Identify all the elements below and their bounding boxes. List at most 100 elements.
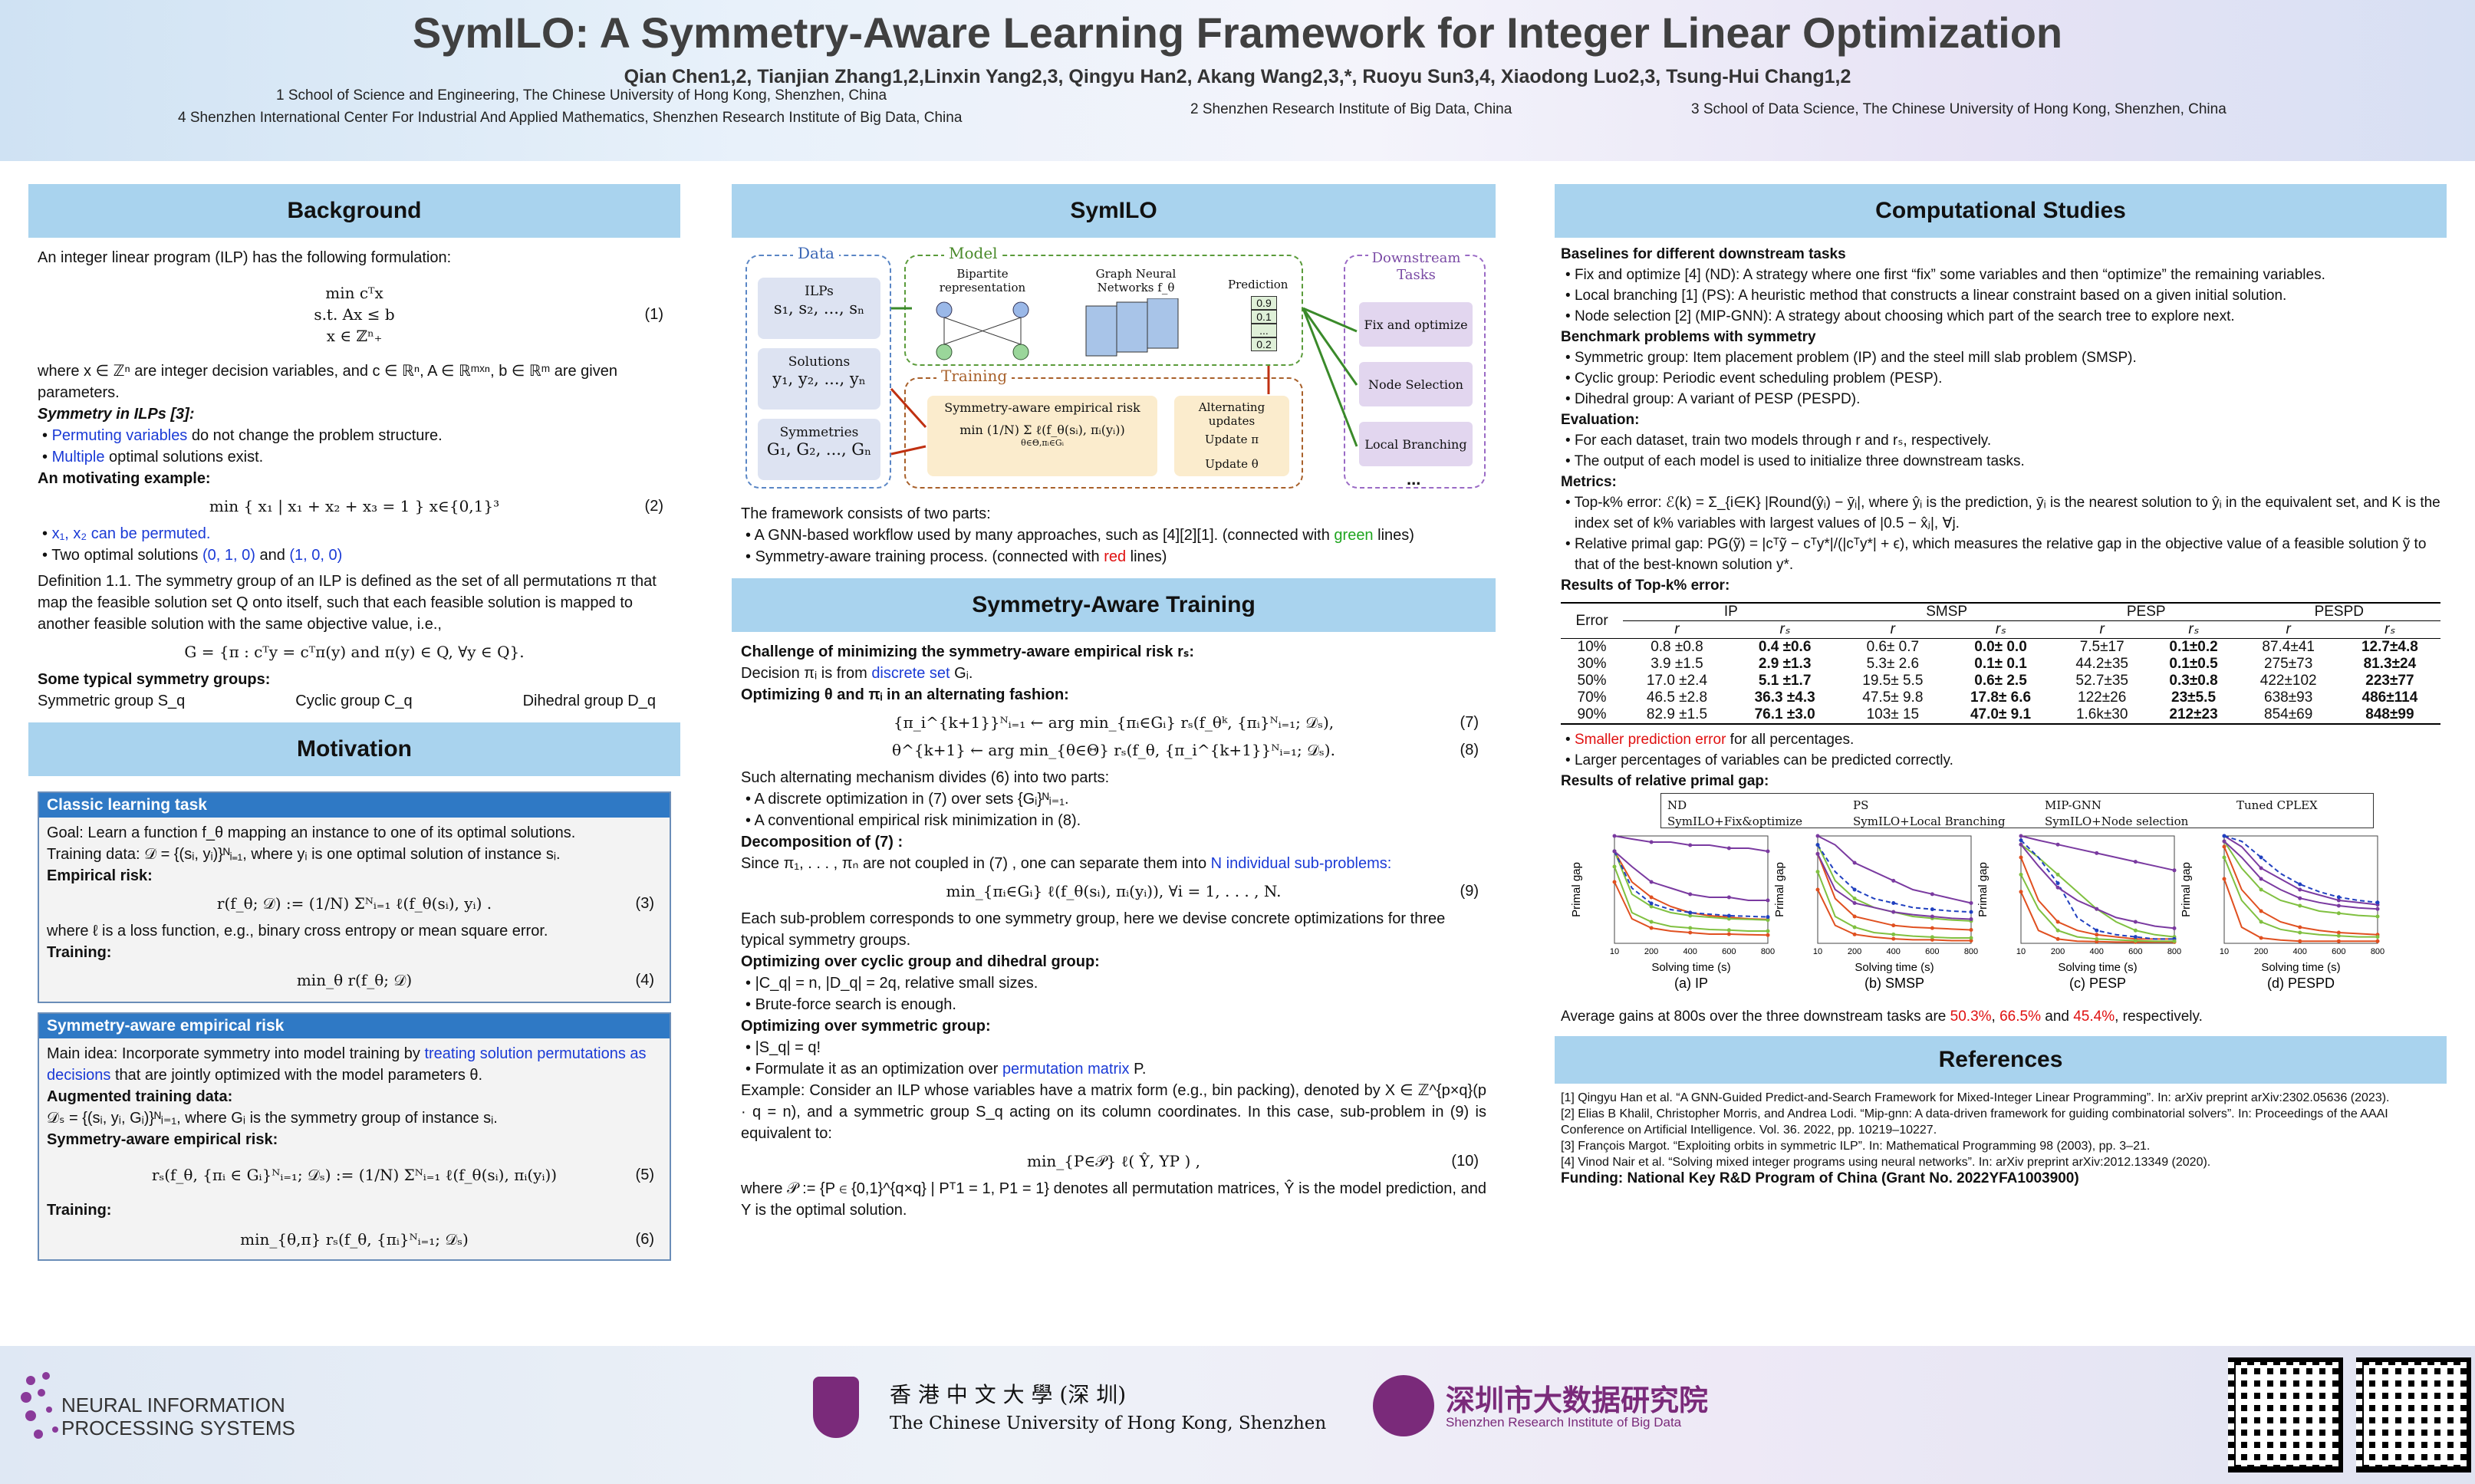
data-point [1649,920,1654,924]
bipartite-graph-icon [936,301,1029,360]
data-point [2375,907,2380,911]
training-heading: Symmetry-Aware Training [732,578,1496,632]
data-point [2055,842,2060,847]
x-tick-label: 10 [1813,947,1822,956]
data-point [1891,923,1896,928]
data-point [2172,926,2177,930]
affiliation-2: 2 Shenzhen Research Institute of Big Dat… [1190,101,1512,117]
topk-error-table: Error IP SMSP PESP PESPD r rₛ r rₛ r rₛ r rₛ… [1561,602,2440,725]
alternating-box: Alternating updates Update π Update θ [1174,396,1289,476]
downstream-panel: Downstream Tasks Fix and optimize Node S… [1344,250,1486,489]
data-point [1930,892,1934,897]
data-point [1612,834,1617,838]
x-axis-label: Solving time (s) [2058,961,2137,974]
data-point [1688,930,1693,935]
data-point [1815,843,1820,847]
data-point [1688,926,1693,930]
equation-1: min cᵀx s.t. Ax ≤ b x ∈ ℤⁿ₊ (1) [314,284,663,345]
data-point [2336,898,2341,903]
ilp-intro: An integer linear program (ILP) has the … [38,249,452,266]
comp-heading: Computational Studies [1555,184,2447,238]
group-list: Symmetric group S_q Cyclic group C_q Dihed… [38,693,656,709]
data-point [2055,936,2060,941]
data-point [2259,866,2263,870]
x-tick-label: 10 [1610,947,1619,956]
data-point [2259,877,2263,881]
data-point [2095,928,2099,933]
affiliation-3: 3 School of Data Science, The Chinese Un… [1691,101,2227,117]
data-point [2055,881,2060,886]
definition-1-1: Definition 1.1. The symmetry group of an… [38,573,657,633]
data-point [2222,839,2227,844]
data-point [2336,911,2341,916]
poster-footer: NEURAL INFORMATION PROCESSING SYSTEMS 香 港… [0,1346,2475,1484]
data-point [2336,933,2341,938]
x-tick-label: 800 [2167,947,2181,956]
motiv-bullet-2: • Two optimal solutions (0, 1, 0) and (1… [42,547,343,564]
poster-title: SymILO: A Symmetry-Aware Learning Framew… [412,8,2063,57]
data-point [2336,895,2341,900]
data-point [1649,895,1654,900]
task-node-selection: Node Selection [1359,362,1473,406]
data-point [1852,932,1857,936]
poster-header: SymILO: A Symmetry-Aware Learning Framew… [0,0,2475,161]
data-point [1688,910,1693,915]
data-point [1852,860,1857,865]
data-point [1815,887,1820,892]
data-point [1969,910,1973,914]
data-point [2222,844,2227,849]
neurips-wordmark: NEURAL INFORMATION PROCESSING SYSTEMS [61,1394,295,1440]
data-point [1688,913,1693,918]
data-point [2019,842,2023,847]
series-line [1614,851,1769,918]
data-point [1891,910,1896,914]
data-point [1649,880,1654,884]
data-panel: Data ILPs s₁, s₂, ..., sₙ Solutions y₁, y₂… [745,244,891,489]
x-tick-label: 800 [2371,947,2384,956]
column-right: Computational Studies Baselines for diff… [1555,184,2447,1186]
x-tick-label: 400 [1683,947,1697,956]
data-point [2298,939,2302,943]
plot-caption: (d) PESPD [2267,976,2335,991]
equation-6: min_{θ,π} rₛ(f_θ, {πᵢ}ᴺᵢ₌₁; 𝒟ₛ) (6) [240,1230,654,1249]
affiliation-4: 4 Shenzhen International Center For Indu… [178,110,963,126]
motivation-heading: Motivation [28,722,680,776]
framework-figure: Data ILPs s₁, s₂, ..., sₙ Solutions y₁, y₂… [732,244,1496,500]
symmetry-aware-risk-box: Symmetry-aware empirical risk Main idea:… [38,1012,671,1261]
x-tick-label: 400 [2293,947,2307,956]
framework-caption: The framework consists of two parts: [741,505,991,522]
ilps-box: ILPs s₁, s₂, ..., sₙ [758,278,880,339]
x-tick-label: 200 [1848,947,1861,956]
data-point [1852,897,1857,901]
data-point [1726,913,1731,918]
solutions-box: Solutions y₁, y₂, ..., yₙ [758,348,880,410]
symmetry-bullet-1: • Permuting variables do not change the … [42,427,443,444]
data-point [1726,932,1731,936]
data-point [2375,900,2380,905]
framework-arrows [890,307,1358,456]
data-point [2172,868,2177,873]
data-point [2259,855,2263,860]
symmetry-bullet-2: • Multiple optimal solutions exist. [42,449,264,466]
data-point [2222,877,2227,881]
data-point [2055,872,2060,877]
ilp-where: where x ∈ ℤⁿ are integer decision variab… [38,363,617,401]
data-point [1688,892,1693,897]
data-point [2133,920,2138,924]
data-point [2055,928,2060,933]
data-point [1612,849,1617,854]
equation-group: G = {π : cᵀy = cᵀπ(y) and π(y) ∈ Q, ∀y ∈… [184,643,525,661]
sribd-name-en: Shenzhen Research Institute of Big Data [1446,1415,1682,1430]
x-tick-label: 200 [1644,947,1658,956]
data-point [2019,890,2023,894]
x-tick-label: 200 [2254,947,2268,956]
data-point [2336,903,2341,908]
x-tick-label: 10 [2220,947,2229,956]
data-point [1612,864,1617,869]
primal-gap-legend: ND PS MIP-GNN Tuned CPLEX SymILO+Fix&opt… [1660,793,2374,828]
model-panel: Model Bipartite representation Graph Neu… [904,244,1303,366]
y-axis-label: Primal gap [1976,862,1990,917]
data-point [1766,933,1770,937]
x-tick-label: 400 [2090,947,2104,956]
x-tick-label: 800 [1964,947,1978,956]
